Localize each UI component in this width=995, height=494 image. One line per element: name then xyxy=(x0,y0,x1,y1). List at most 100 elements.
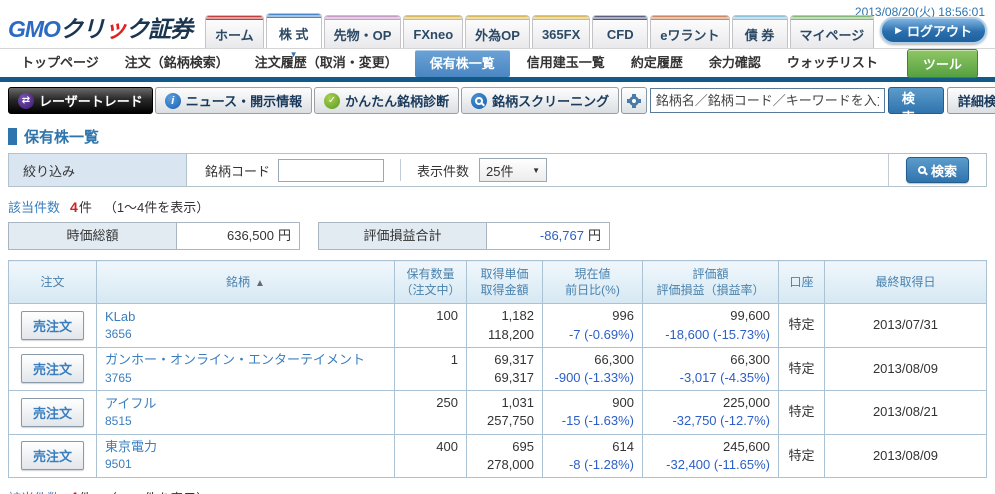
gmo-click-logo[interactable]: GMOクリック証券 xyxy=(8,16,193,42)
holdings-table: 注文 銘柄 ▲ 保有数量 （注文中） 取得単価 取得金額 現在値 前日比(%) 評価額評… xyxy=(8,259,987,478)
tab-stripe xyxy=(593,16,648,20)
stock-code: 8515 xyxy=(105,414,132,428)
product-tabs: ホーム 株 式 先物・OP FXneo 外為OP 365FX CFD eワラント… xyxy=(205,13,875,48)
stock-code-input[interactable] xyxy=(278,158,385,182)
valuation-cell: 245,600 -32,400 (-11.65%) xyxy=(642,433,779,478)
tab-gaitame-op[interactable]: 外為OP xyxy=(465,15,530,48)
tab-bonds[interactable]: 債 券 xyxy=(731,15,788,48)
gear-icon xyxy=(626,93,641,108)
display-count-select[interactable]: 25件 ▼ xyxy=(479,158,548,182)
tab-ewarrant[interactable]: eワラント xyxy=(650,15,730,48)
acquisition-cell: 69,317 69,317 xyxy=(466,346,543,392)
col-last-acquired: 最終取得日 xyxy=(824,259,987,305)
account-cell: 特定 xyxy=(778,390,825,435)
display-count-label: 表示件数 xyxy=(417,163,470,179)
diagnosis-icon: ✓ xyxy=(324,92,341,109)
page-title: 保有株一覧 xyxy=(24,129,100,146)
stock-screening-button[interactable]: 銘柄スクリーニング xyxy=(461,87,620,114)
stock-search-input[interactable] xyxy=(649,88,885,113)
tab-futures-op[interactable]: 先物・OP xyxy=(323,15,402,48)
current-datetime: 2013/08/20(火) 18:56:01 xyxy=(854,5,985,19)
current-price-cell: 996 -7 (-0.69%) xyxy=(542,303,643,348)
result-count-bottom: 該当件数 4 件 （1～4件を表示） xyxy=(8,488,987,494)
nav-order-history[interactable]: 注文履歴（取消・変更） xyxy=(254,55,398,70)
account-cell: 特定 xyxy=(778,433,825,478)
tab-stripe xyxy=(266,14,321,18)
date-cell: 2013/08/21 xyxy=(824,390,987,435)
tab-365fx[interactable]: 365FX xyxy=(531,15,591,48)
play-icon: ▶ xyxy=(895,25,902,35)
market-value-box: 時価総額 636,500 円 xyxy=(8,222,300,250)
tab-cfd[interactable]: CFD xyxy=(592,15,649,48)
date-cell: 2013/08/09 xyxy=(824,346,987,392)
filter-bar: 絞り込み 銘柄コード 表示件数 25件 ▼ 検索 xyxy=(8,153,987,187)
search-settings-button[interactable] xyxy=(621,87,647,114)
stock-search-button[interactable]: 検 索 xyxy=(887,87,944,125)
tab-mypage[interactable]: マイページ xyxy=(789,15,875,48)
tools-button[interactable]: ツール xyxy=(906,48,978,78)
sell-order-button[interactable]: 売注文 xyxy=(20,397,84,427)
info-icon: i xyxy=(164,92,181,109)
nav-margin-positions[interactable]: 信用建玉一覧 xyxy=(526,55,605,70)
date-cell: 2013/08/09 xyxy=(824,433,987,478)
quantity-cell: 100 xyxy=(394,303,467,348)
nav-holdings[interactable]: 保有株一覧 xyxy=(414,49,510,77)
stock-name-link[interactable]: アイフル xyxy=(105,395,157,411)
sort-ascending-icon: ▲ xyxy=(255,277,265,289)
stock-name-link[interactable]: KLab xyxy=(105,309,136,325)
summary-row: 時価総額 636,500 円 評価損益合計 -86,767 円 xyxy=(8,222,987,250)
tab-stripe xyxy=(404,16,463,20)
tab-home[interactable]: ホーム xyxy=(205,15,264,48)
sell-order-button[interactable]: 売注文 xyxy=(20,441,84,471)
easy-diagnosis-button[interactable]: ✓ かんたん銘柄診断 xyxy=(314,87,460,114)
current-price-cell: 614 -8 (-1.28%) xyxy=(542,433,643,478)
table-header-row: 注文 銘柄 ▲ 保有数量 （注文中） 取得単価 取得金額 現在値 前日比(%) 評価額評… xyxy=(8,259,987,305)
nav-buying-power[interactable]: 余力確認 xyxy=(708,55,761,70)
quantity-cell: 250 xyxy=(394,390,467,435)
advanced-search-button[interactable]: 詳細検索へ xyxy=(946,87,995,114)
table-row: 売注文 KLab 3656 100 1,182 118,200 996 -7 (-0.… xyxy=(8,303,987,348)
filter-search-area: 検索 xyxy=(887,154,986,186)
tab-stocks[interactable]: 株 式 xyxy=(265,13,322,48)
logout-button[interactable]: ▶ ログアウト xyxy=(880,17,987,44)
tool-row: ⇄ レーザートレード i ニュース・開示情報 ✓ かんたん銘柄診断 銘柄スクリーニング… xyxy=(0,82,995,125)
col-stock[interactable]: 銘柄 ▲ xyxy=(96,259,395,305)
top-bar: GMOクリック証券 2013/08/20(火) 18:56:01 ホーム 株 式… xyxy=(0,0,995,48)
nav-order-search[interactable]: 注文（銘柄検索） xyxy=(124,55,229,70)
table-row: 売注文 東京電力 9501 400 695 278,000 614 -8 (-1.28… xyxy=(8,433,987,478)
magnifier-icon xyxy=(471,92,488,109)
col-account: 口座 xyxy=(778,259,825,305)
sell-order-button[interactable]: 売注文 xyxy=(20,311,84,341)
stock-code: 3765 xyxy=(105,370,132,385)
tab-stripe xyxy=(324,16,401,20)
filter-search-button[interactable]: 検索 xyxy=(905,157,969,183)
col-valuation: 評価額 評価損益（損益率） xyxy=(642,259,779,305)
tab-stripe xyxy=(206,16,263,20)
title-square-marker xyxy=(8,128,17,145)
laser-trade-button[interactable]: ⇄ レーザートレード xyxy=(8,87,153,114)
account-cell: 特定 xyxy=(778,346,825,392)
tab-stripe xyxy=(790,16,874,20)
stock-name-link[interactable]: ガンホー・オンライン・エンターテイメント xyxy=(105,352,366,368)
stock-name-link[interactable]: 東京電力 xyxy=(105,439,158,455)
stock-code: 9501 xyxy=(105,457,132,472)
sell-order-button[interactable]: 売注文 xyxy=(20,354,84,384)
account-cell: 特定 xyxy=(778,303,825,348)
nav-top-page[interactable]: トップページ xyxy=(21,55,99,70)
acquisition-cell: 1,182 118,200 xyxy=(466,303,543,348)
tab-stripe xyxy=(651,16,729,20)
divider xyxy=(400,159,402,181)
stock-section-nav: トップページ 注文（銘柄検索） 注文履歴（取消・変更） 保有株一覧 信用建玉一覧… xyxy=(0,48,995,82)
quantity-cell: 1 xyxy=(394,346,467,392)
stock-search-group: 検 索 詳細検索へ ▶ xyxy=(621,87,995,125)
valuation-cell: 225,000 -32,750 (-12.7%) xyxy=(642,390,779,435)
tab-stripe xyxy=(732,16,787,20)
nav-watchlist[interactable]: ウォッチリスト xyxy=(786,55,878,70)
acquisition-cell: 1,031 257,750 xyxy=(466,390,543,435)
quantity-cell: 400 xyxy=(394,433,467,478)
page-title-row: 保有株一覧 xyxy=(8,126,987,147)
nav-execution-history[interactable]: 約定履歴 xyxy=(630,55,683,70)
tab-fxneo[interactable]: FXneo xyxy=(403,15,464,48)
news-disclosure-button[interactable]: i ニュース・開示情報 xyxy=(154,87,313,114)
